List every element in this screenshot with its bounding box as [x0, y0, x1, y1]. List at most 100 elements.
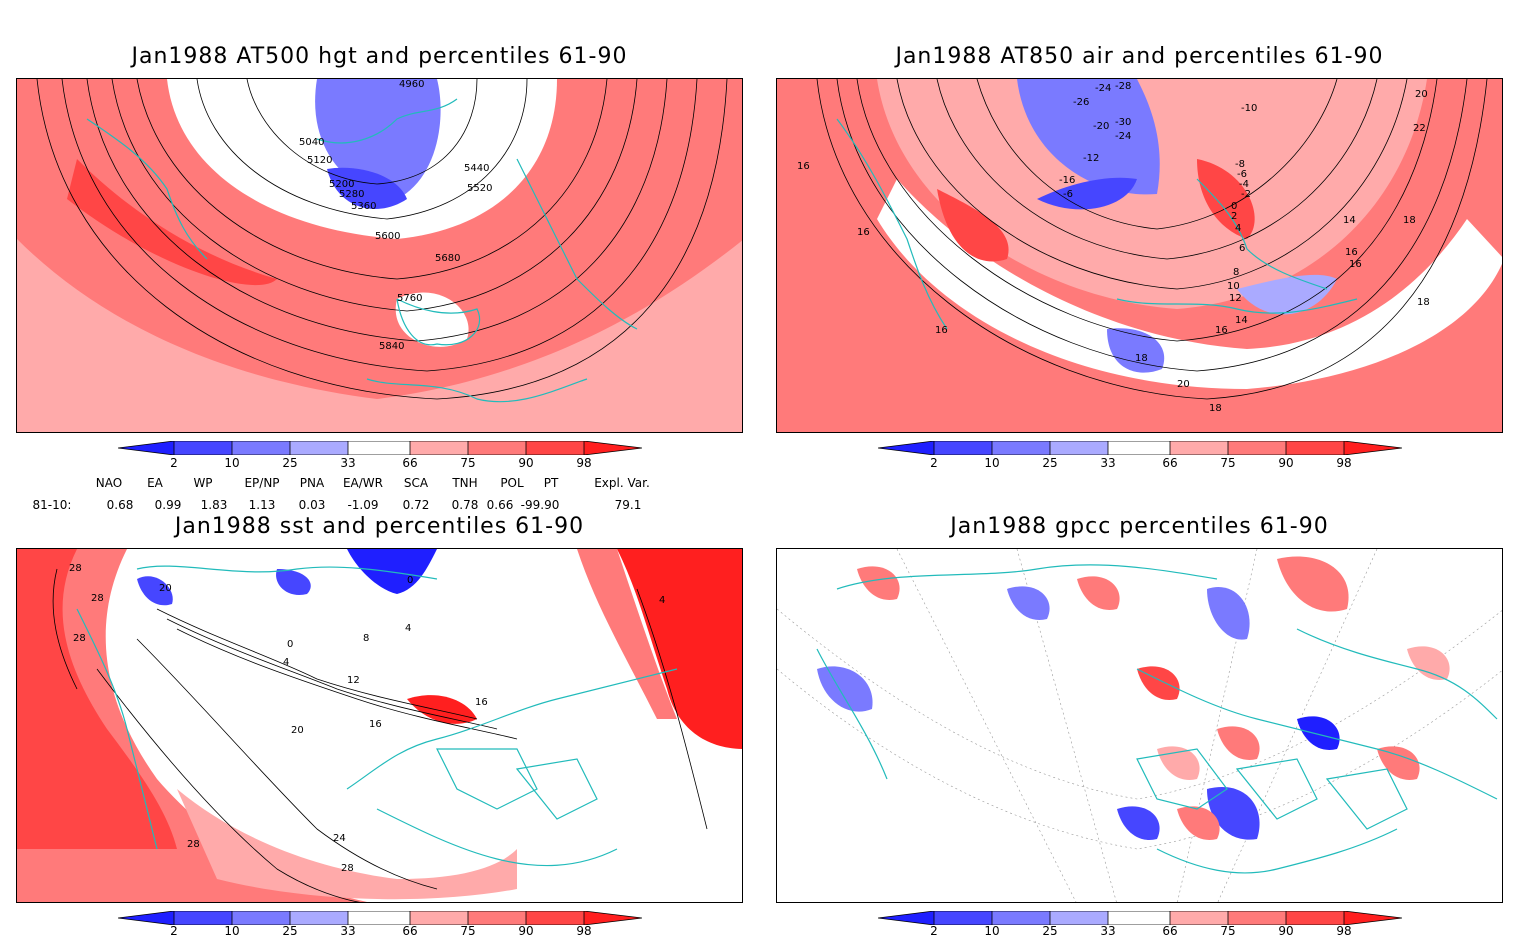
contour-label: 16: [935, 325, 948, 336]
contour-label: 14: [1343, 215, 1356, 226]
contour-label: 10: [1227, 281, 1240, 292]
contour-label: 4: [659, 595, 665, 606]
contour-label: 4960: [399, 79, 424, 90]
contour-label: 4: [1235, 223, 1241, 234]
contour-label: 16: [797, 161, 810, 172]
contour-label: 16: [1349, 259, 1362, 270]
colorbar-tick-label: 33: [340, 456, 356, 470]
colorbar-tick-label: 10: [984, 456, 1000, 470]
contour-label: 18: [1417, 297, 1430, 308]
teleconnection-indices: NAO EA WP EP/NP PNA EA/WR SCA TNH POL PT…: [0, 474, 760, 514]
panel1-map-svg: 4960 5040 5120 5200 5280 5360 5440 5520 …: [17, 79, 742, 432]
index-value: 0.03: [298, 498, 326, 512]
panel1-map: 4960 5040 5120 5200 5280 5360 5440 5520 …: [16, 78, 743, 433]
contour-label: -16: [1059, 175, 1075, 186]
contour-label: -8: [1235, 159, 1245, 170]
contour-label: 16: [1215, 325, 1228, 336]
colorbar-1-svg: [117, 440, 643, 456]
contour-label: 5360: [351, 201, 376, 212]
colorbar-tick-label: 33: [1100, 924, 1116, 938]
colorbar-tick-label: 2: [930, 456, 938, 470]
index-value: 0.72: [402, 498, 430, 512]
colorbar-tick-label: 75: [1220, 456, 1236, 470]
colorbar-2-svg: [877, 440, 1403, 456]
index-value: 1.83: [200, 498, 228, 512]
contour-label: 5600: [375, 231, 400, 242]
contour-label: -28: [1115, 81, 1131, 92]
colorbar-tick-label: 90: [1278, 456, 1294, 470]
contour-label: 24: [333, 833, 346, 844]
panel2-title: Jan1988 AT850 air and percentiles 61-90: [895, 44, 1384, 69]
contour-label: 4: [405, 623, 411, 634]
index-value: 0.66: [486, 498, 514, 512]
contour-label: 18: [1209, 403, 1222, 414]
contour-label: -24: [1095, 83, 1111, 94]
index-header: PNA: [299, 476, 325, 490]
index-row-label: 81-10:: [32, 498, 72, 512]
contour-label: 28: [187, 839, 200, 850]
contour-label: -6: [1237, 169, 1247, 180]
index-header: TNH: [452, 476, 478, 490]
panel1-title: Jan1988 AT500 hgt and percentiles 61-90: [131, 44, 628, 69]
colorbar-tick-label: 2: [930, 924, 938, 938]
colorbar-tick-label: 33: [340, 924, 356, 938]
panel4-map-svg: [777, 549, 1502, 902]
contour-label: 28: [69, 563, 82, 574]
contour-label: 5760: [397, 293, 422, 304]
contour-label: 16: [369, 719, 382, 730]
index-header: EA/WR: [342, 476, 384, 490]
contour-label: 2: [1231, 211, 1237, 222]
contour-label: -10: [1241, 103, 1257, 114]
colorbar-tick-label: 25: [1042, 924, 1058, 938]
colorbar-tick-label: 98: [576, 924, 592, 938]
contour-label: 20: [1415, 89, 1428, 100]
contour-label: -12: [1083, 153, 1099, 164]
contour-label: 6: [1239, 243, 1245, 254]
colorbar-tick-label: 25: [282, 456, 298, 470]
contour-label: -20: [1093, 121, 1109, 132]
colorbar-4-svg: [877, 910, 1403, 926]
index-header: PT: [543, 476, 559, 490]
panel3-title: Jan1988 sst and percentiles 61-90: [174, 514, 585, 539]
panel3-map-svg: 28 28 28 20 0 4 8 0 4 12 16 16 20 24 28 …: [17, 549, 742, 902]
contour-label: 14: [1235, 315, 1248, 326]
contour-label: 28: [91, 593, 104, 604]
colorbar-tick-label: 98: [1336, 456, 1352, 470]
contour-label: -2: [1241, 189, 1251, 200]
index-header: POL: [500, 476, 524, 490]
contour-label: 8: [363, 633, 369, 644]
colorbar-1: 2 10 25 33 66 75 90 98: [117, 440, 643, 470]
colorbar-tick-label: 66: [402, 924, 418, 938]
contour-label: 0: [1231, 201, 1237, 212]
contour-label: 16: [475, 697, 488, 708]
panel4-title: Jan1988 gpcc percentiles 61-90: [950, 514, 1329, 539]
contour-label: 8: [1233, 267, 1239, 278]
contour-label: 16: [857, 227, 870, 238]
colorbar-3: 2 10 25 33 66 75 90 98: [117, 910, 643, 938]
colorbar-tick-label: 90: [518, 456, 534, 470]
panel2-map-svg: -28 -26 -24 -30 -20 -24 -12 -16 -6 -10 -…: [777, 79, 1502, 432]
colorbar-tick-label: 25: [282, 924, 298, 938]
contour-label: 5120: [307, 155, 332, 166]
contour-label: 5040: [299, 137, 324, 148]
contour-label: 5840: [379, 341, 404, 352]
contour-label: 5200: [329, 179, 354, 190]
colorbar-tick-label: 10: [224, 456, 240, 470]
colorbar-tick-label: 75: [1220, 924, 1236, 938]
index-value: 0.68: [106, 498, 134, 512]
colorbar-tick-label: 98: [576, 456, 592, 470]
contour-label: -4: [1239, 179, 1249, 190]
colorbar-tick-label: 75: [460, 924, 476, 938]
panel3-map: 28 28 28 20 0 4 8 0 4 12 16 16 20 24 28 …: [16, 548, 743, 903]
index-value: 79.1: [614, 498, 642, 512]
contour-label: 20: [291, 725, 304, 736]
contour-label: 28: [341, 863, 354, 874]
contour-label: 12: [1229, 293, 1242, 304]
panel4-map: [776, 548, 1503, 903]
index-header: NAO: [95, 476, 123, 490]
index-header: Expl. Var.: [594, 476, 650, 490]
index-value: -1.09: [347, 498, 379, 512]
colorbar-tick-label: 98: [1336, 924, 1352, 938]
colorbar-3-svg: [117, 910, 643, 926]
colorbar-tick-label: 25: [1042, 456, 1058, 470]
